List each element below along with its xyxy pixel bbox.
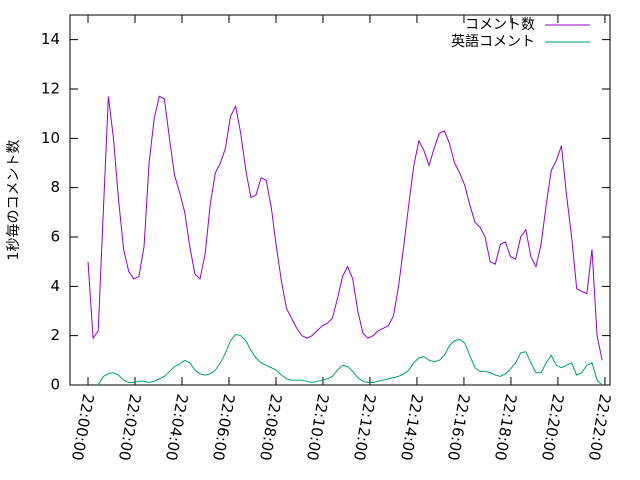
x-tick-label: 22:04:00 [162, 393, 191, 462]
y-tick-label: 4 [50, 277, 60, 295]
x-tick-label: 22:08:00 [256, 393, 285, 462]
legend-label: 英語コメント [451, 33, 535, 50]
x-tick-label: 22:00:00 [68, 393, 97, 462]
y-tick-label: 0 [50, 376, 60, 394]
x-tick-label: 22:02:00 [115, 393, 144, 462]
y-axis-label: 1秒毎のコメント数 [6, 140, 22, 261]
y-tick-label: 6 [50, 228, 60, 246]
x-tick-label: 22:14:00 [397, 393, 426, 462]
y-tick-label: 8 [50, 178, 60, 196]
x-tick-label: 22:12:00 [350, 393, 379, 462]
legend-label: コメント数 [465, 17, 535, 33]
x-tick-label: 22:10:00 [303, 393, 332, 462]
x-tick-label: 22:20:00 [538, 393, 567, 462]
plot-frame [69, 14, 611, 386]
y-tick-label: 12 [41, 80, 60, 98]
series-line [97, 333, 603, 386]
y-tick-label: 14 [41, 30, 60, 48]
y-tick-label: 2 [50, 326, 60, 344]
series-line [87, 95, 603, 361]
x-tick-label: 22:16:00 [444, 393, 473, 462]
x-tick-label: 22:06:00 [209, 393, 238, 462]
y-tick-label: 10 [41, 129, 60, 147]
x-tick-label: 22:22:00 [585, 393, 614, 462]
x-tick-label: 22:18:00 [491, 393, 520, 462]
